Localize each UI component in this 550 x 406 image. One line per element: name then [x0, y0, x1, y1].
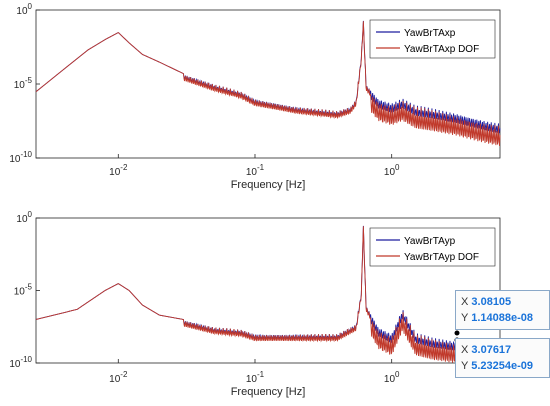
bottom-legend: YawBrTAyp YawBrTAyp DOF [369, 227, 496, 267]
datatip-2-x-label: X [461, 344, 469, 356]
datatip-2-x-value: 3.07617 [471, 344, 512, 356]
datatip-2[interactable]: X 3.07617 Y 5.23254e-09 [455, 338, 550, 378]
y-tick-label: 100 [16, 210, 32, 225]
datatip-2-y-value: 5.23254e-09 [471, 360, 533, 372]
y-tick-label: 10-10 [9, 150, 32, 165]
y-tick-label: 10-5 [14, 76, 33, 91]
bottom-legend-entry-1: YawBrTAyp [404, 236, 456, 247]
y-tick-label: 10-10 [9, 355, 32, 370]
datatip-2-y-label: Y [461, 360, 469, 372]
datatip-1-x-label: X [461, 296, 469, 308]
top-x-axis-label: Frequency [Hz] [231, 179, 306, 191]
bottom-x-axis-label: Frequency [Hz] [231, 386, 306, 398]
top-legend-entry-1: YawBrTAxp [404, 28, 456, 39]
top-legend: YawBrTAxp YawBrTAxp DOF [369, 19, 496, 59]
y-tick-label: 100 [16, 2, 32, 17]
x-tick-label: 10-1 [246, 163, 265, 178]
datatip-1-y-value: 1.14088e-08 [471, 312, 533, 324]
x-tick-label: 100 [384, 370, 400, 385]
x-tick-label: 10-2 [109, 163, 128, 178]
series-line-2 [35, 21, 501, 146]
top-legend-entry-2: YawBrTAxp DOF [404, 44, 479, 55]
datatip-1[interactable]: X 3.08105 Y 1.14088e-08 [455, 290, 550, 330]
datatip-1-y-label: Y [461, 312, 469, 324]
bottom-legend-entry-2: YawBrTAyp DOF [404, 252, 479, 263]
x-tick-label: 10-1 [246, 370, 265, 385]
series-line-2 [35, 226, 500, 365]
datatip-marker-1[interactable] [454, 330, 460, 336]
x-tick-label: 10-2 [109, 370, 128, 385]
x-tick-label: 100 [384, 163, 400, 178]
datatip-1-x-value: 3.08105 [471, 296, 512, 308]
y-tick-label: 10-5 [14, 283, 33, 298]
